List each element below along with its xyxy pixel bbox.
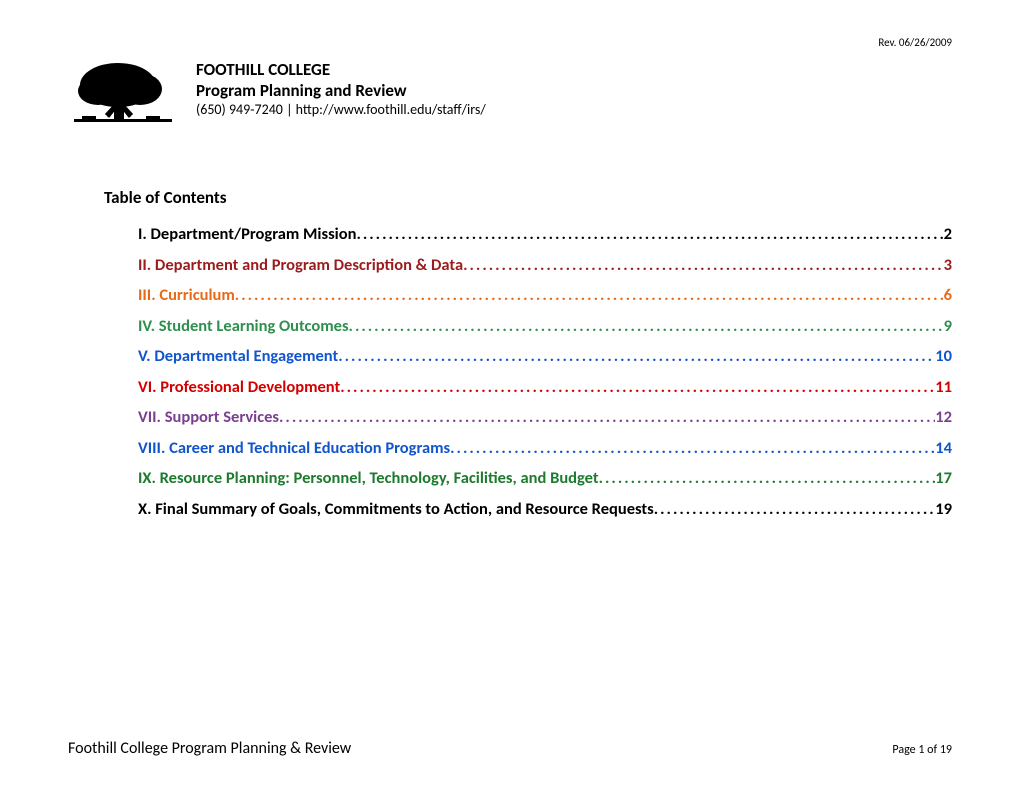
toc-entry-label: IV. Student Learning Outcomes <box>138 318 349 335</box>
footer-page-total: 19 <box>940 743 952 757</box>
toc-list: I. Department/Program Mission 2 II. Depart… <box>138 226 952 517</box>
college-name: FOOTHILL COLLEGE <box>196 59 486 80</box>
toc-leader-dots <box>340 379 935 396</box>
toc-entry-page: 12 <box>935 409 952 426</box>
toc-entry-page: 17 <box>935 470 952 487</box>
toc-entry[interactable]: I. Department/Program Mission 2 <box>138 226 952 243</box>
contact-info: (650) 949-7240 | http://www.foothill.edu… <box>196 101 486 118</box>
toc-leader-dots <box>338 348 935 365</box>
toc-entry-page: 14 <box>935 440 952 457</box>
toc-entry-page: 10 <box>935 348 952 365</box>
toc-entry-label: III. Curriculum <box>138 287 235 304</box>
toc-leader-dots <box>349 318 944 335</box>
toc-entry-label: X. Final Summary of Goals, Commitments t… <box>138 501 654 518</box>
toc-entry-page: 3 <box>944 257 952 274</box>
page-footer: Foothill College Program Planning & Revi… <box>68 739 952 758</box>
toc-leader-dots <box>235 287 944 304</box>
toc-entry-page: 11 <box>935 379 952 396</box>
toc-entry-label: V. Departmental Engagement <box>138 348 338 365</box>
toc-entry[interactable]: V. Departmental Engagement 10 <box>138 348 952 365</box>
toc-entry[interactable]: VIII. Career and Technical Education Pro… <box>138 440 952 457</box>
toc-entry-page: 9 <box>944 318 952 335</box>
footer-page-prefix: Page <box>892 743 918 757</box>
toc-entry[interactable]: VI. Professional Development 11 <box>138 379 952 396</box>
toc-entry-label: IX. Resource Planning: Personnel, Techno… <box>138 470 599 487</box>
toc-entry-page: 2 <box>944 226 952 243</box>
toc-entry-label: VIII. Career and Technical Education Pro… <box>138 440 450 457</box>
toc-leader-dots <box>463 257 944 274</box>
program-title: Program Planning and Review <box>196 80 486 101</box>
toc-entry[interactable]: III. Curriculum 6 <box>138 287 952 304</box>
toc-entry[interactable]: IV. Student Learning Outcomes 9 <box>138 318 952 335</box>
toc-entry[interactable]: II. Department and Program Description &… <box>138 257 952 274</box>
revision-date: Rev. 06/26/2009 <box>68 36 952 49</box>
toc-entry[interactable]: X. Final Summary of Goals, Commitments t… <box>138 501 952 518</box>
toc-entry-page: 6 <box>944 287 952 304</box>
toc-leader-dots <box>279 409 935 426</box>
toc-leader-dots <box>356 226 943 243</box>
toc-leader-dots <box>654 501 936 518</box>
toc-leader-dots <box>599 470 936 487</box>
footer-page-number: Page 1 of 19 <box>892 743 952 757</box>
footer-page-mid: of <box>924 743 939 757</box>
toc-entry[interactable]: VII. Support Services 12 <box>138 409 952 426</box>
toc-entry-label: VII. Support Services <box>138 409 279 426</box>
toc-entry-label: VI. Professional Development <box>138 379 340 396</box>
toc-heading: Table of Contents <box>104 187 952 208</box>
footer-title: Foothill College Program Planning & Revi… <box>68 739 351 758</box>
toc-entry[interactable]: IX. Resource Planning: Personnel, Techno… <box>138 470 952 487</box>
toc-leader-dots <box>450 440 935 457</box>
document-header: FOOTHILL COLLEGE Program Planning and Re… <box>68 57 952 127</box>
college-logo <box>68 57 178 127</box>
toc-entry-label: I. Department/Program Mission <box>138 226 356 243</box>
toc-entry-page: 19 <box>935 501 952 518</box>
table-of-contents: Table of Contents I. Department/Program … <box>104 187 952 517</box>
toc-entry-label: II. Department and Program Description &… <box>138 257 463 274</box>
